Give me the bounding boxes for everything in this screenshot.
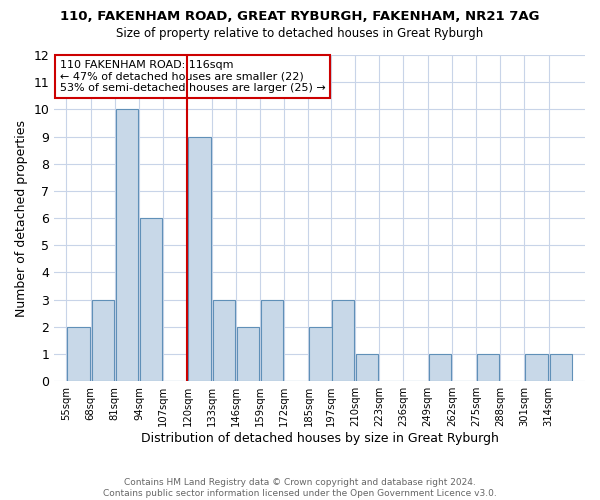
Text: 110, FAKENHAM ROAD, GREAT RYBURGH, FAKENHAM, NR21 7AG: 110, FAKENHAM ROAD, GREAT RYBURGH, FAKEN… (60, 10, 540, 23)
Bar (310, 327, 332, 381)
Bar (116, 110, 138, 381)
Bar (332, 300, 354, 381)
Bar (261, 300, 283, 381)
Text: Contains HM Land Registry data © Crown copyright and database right 2024.
Contai: Contains HM Land Registry data © Crown c… (103, 478, 497, 498)
Bar (188, 136, 211, 381)
X-axis label: Distribution of detached houses by size in Great Ryburgh: Distribution of detached houses by size … (141, 432, 499, 445)
Bar (477, 354, 499, 381)
Y-axis label: Number of detached properties: Number of detached properties (15, 120, 28, 316)
Text: Size of property relative to detached houses in Great Ryburgh: Size of property relative to detached ho… (116, 28, 484, 40)
Bar (550, 354, 572, 381)
Bar (526, 354, 548, 381)
Bar (212, 300, 235, 381)
Bar (92, 300, 114, 381)
Bar (237, 327, 259, 381)
Bar (140, 218, 162, 381)
Bar (67, 327, 89, 381)
Bar (356, 354, 379, 381)
Bar (428, 354, 451, 381)
Text: 110 FAKENHAM ROAD: 116sqm
← 47% of detached houses are smaller (22)
53% of semi-: 110 FAKENHAM ROAD: 116sqm ← 47% of detac… (59, 60, 325, 93)
